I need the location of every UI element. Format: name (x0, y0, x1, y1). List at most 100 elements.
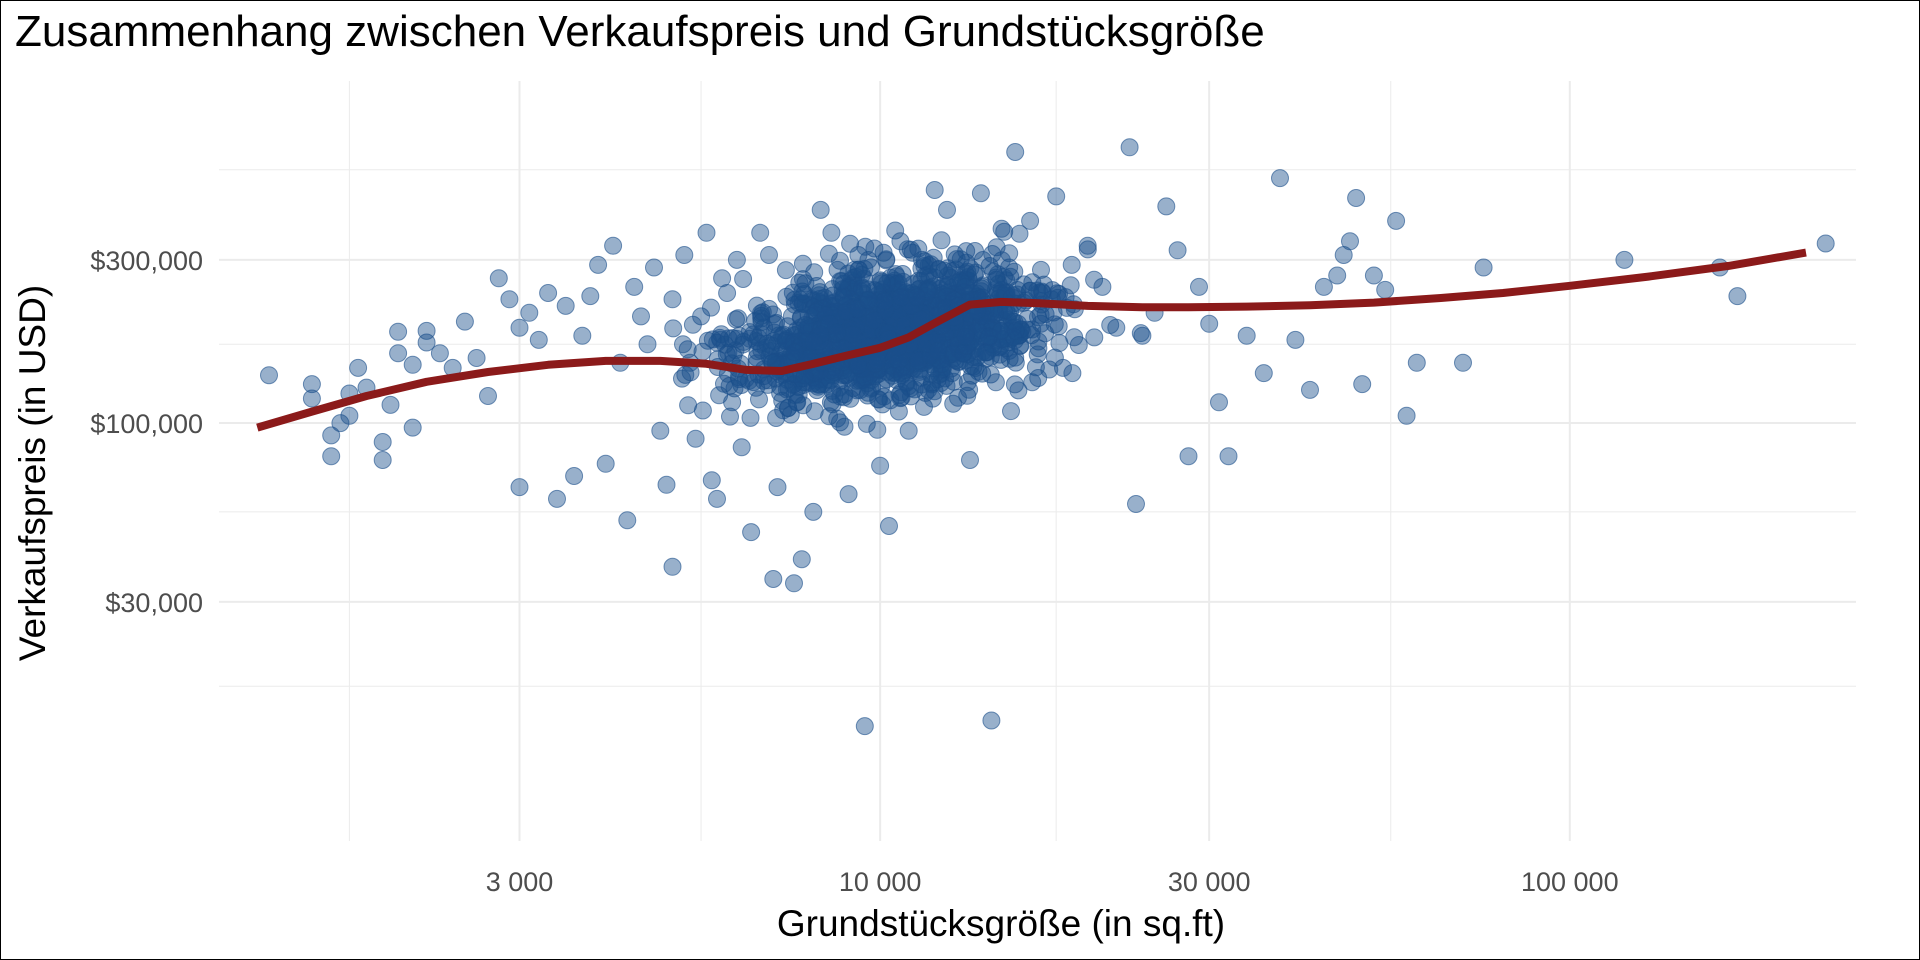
data-point (958, 386, 977, 405)
data-point (828, 323, 847, 342)
data-point (529, 330, 548, 349)
data-point (723, 393, 742, 412)
data-point (455, 312, 474, 331)
data-point (260, 366, 278, 385)
data-point (331, 414, 350, 433)
data-point (679, 396, 698, 415)
data-point (1190, 277, 1208, 296)
data-point (890, 352, 908, 371)
data-point (929, 342, 947, 360)
data-point (651, 421, 670, 440)
data-point (862, 258, 880, 277)
data-point (686, 429, 705, 448)
data-point (1093, 277, 1112, 296)
data-point (1131, 324, 1150, 343)
data-point (430, 344, 449, 363)
data-point (520, 303, 539, 322)
data-point (734, 270, 753, 288)
data-point (852, 279, 871, 298)
data-point (1328, 266, 1347, 285)
data-point (956, 277, 975, 296)
data-point (918, 334, 936, 353)
data-point (983, 245, 1002, 263)
data-point (753, 303, 772, 322)
data-point (1005, 331, 1024, 350)
data-point (1029, 339, 1048, 358)
data-point (750, 390, 768, 409)
y-tick-label: $100,000 (90, 409, 203, 439)
data-point (1615, 250, 1634, 269)
data-point (698, 331, 717, 350)
data-point (907, 288, 926, 307)
data-point (808, 381, 826, 400)
data-point (835, 388, 853, 407)
data-point (632, 307, 650, 326)
data-point (777, 380, 796, 399)
data-point (961, 451, 979, 469)
data-point (730, 326, 749, 345)
data-point (831, 251, 849, 270)
data-point (796, 274, 815, 293)
data-point (645, 258, 663, 277)
data-point (702, 471, 721, 490)
data-point (1347, 189, 1366, 207)
data-point (1816, 234, 1835, 253)
data-point (403, 418, 422, 437)
data-point (697, 223, 716, 242)
trend-layer (256, 248, 1807, 432)
data-point (1219, 447, 1238, 466)
data-point (302, 375, 321, 394)
data-point (868, 420, 887, 439)
data-point (764, 570, 783, 588)
data-point (1376, 280, 1395, 299)
data-point (804, 332, 823, 351)
data-point (1474, 258, 1493, 277)
data-point (865, 239, 884, 258)
data-point (805, 402, 824, 421)
data-point (1353, 375, 1372, 394)
data-point (785, 336, 803, 355)
data-point (883, 366, 902, 385)
data-point (822, 223, 841, 242)
data-point (859, 291, 878, 310)
data-point (556, 296, 575, 315)
data-point (1157, 197, 1176, 216)
data-point (1200, 314, 1219, 333)
data-point (1050, 285, 1068, 303)
data-point (1364, 266, 1383, 285)
data-point (834, 287, 853, 306)
data-point (943, 345, 962, 363)
data-point (747, 378, 766, 397)
data-point (742, 523, 761, 542)
data-point (767, 409, 786, 427)
data-point (1021, 211, 1040, 230)
data-point (625, 277, 644, 296)
data-point (865, 311, 884, 330)
data-point (417, 333, 436, 352)
data-point (1063, 364, 1082, 383)
data-point (489, 269, 508, 288)
data-point (340, 406, 359, 425)
data-point (1314, 277, 1333, 296)
data-point (692, 307, 711, 326)
data-point (657, 475, 676, 494)
data-point (1033, 284, 1052, 302)
data-point (760, 246, 778, 264)
data-point (779, 399, 797, 418)
data-point (796, 316, 815, 334)
data-point (915, 397, 933, 416)
x-tick-label: 3 000 (486, 867, 554, 897)
data-point (596, 454, 615, 473)
data-point (500, 290, 519, 309)
axes-layer: 3 000 10 000 30 000 100 000 $30,000 $100,000 $… (90, 246, 1618, 897)
data-point (1028, 345, 1047, 364)
data-point (839, 278, 858, 297)
data-point (1065, 328, 1084, 347)
data-point (1005, 375, 1024, 394)
data-point (849, 246, 868, 264)
data-point (467, 349, 486, 367)
data-point (925, 382, 944, 401)
data-point (880, 517, 898, 535)
data-point (1120, 138, 1139, 157)
data-point (980, 257, 999, 275)
